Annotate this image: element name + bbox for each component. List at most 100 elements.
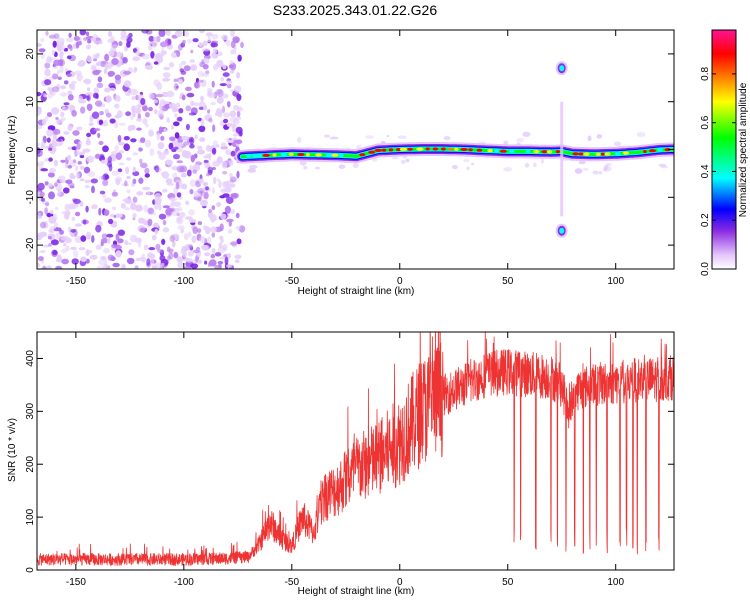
noise-speckle (76, 143, 81, 150)
noise-speckle (73, 250, 79, 258)
noise-speckle (131, 105, 136, 113)
colorbar-tick-label: 0.6 (700, 115, 711, 129)
noise-speckle (189, 138, 193, 143)
noise-speckle (167, 38, 172, 45)
noise-speckle (132, 178, 137, 184)
ridge-hotspot (454, 147, 459, 151)
noise-speckle (56, 69, 61, 75)
noise-speckle (140, 162, 148, 169)
colorbar-gradient (711, 29, 737, 270)
noise-speckle (56, 138, 62, 142)
faint-blob (578, 160, 586, 165)
noise-speckle (193, 102, 200, 107)
noise-speckle (48, 34, 56, 39)
colorbar-ticks: 0.0 0.2 0.4 0.6 0.8 (700, 67, 736, 276)
ridge-hotspot (381, 148, 387, 152)
faint-blob (470, 162, 475, 166)
noise-speckle (229, 176, 237, 183)
noise-speckle (37, 262, 41, 268)
noise-speckle (187, 250, 194, 257)
noise-speckle (95, 153, 101, 159)
noise-speckle (221, 160, 228, 169)
noise-speckle (237, 54, 242, 62)
noise-speckle (138, 177, 144, 184)
noise-speckle (91, 235, 95, 243)
noise-speckle (176, 165, 184, 173)
noise-speckle (67, 165, 73, 169)
noise-speckle (238, 131, 243, 137)
noise-speckle (75, 211, 81, 217)
noise-speckle (191, 235, 197, 243)
noise-speckle (222, 72, 230, 77)
noise-speckle (203, 104, 208, 111)
noise-speckle (76, 73, 83, 82)
noise-speckle (178, 63, 183, 70)
noise-speckle (151, 265, 158, 269)
colorbar-tick-label: 0.4 (700, 164, 711, 178)
noise-speckle (171, 200, 176, 205)
noise-speckle (83, 166, 91, 174)
noise-speckle (153, 36, 158, 42)
noise-speckle (130, 112, 134, 121)
noise-speckle (46, 265, 52, 269)
noise-speckle (229, 60, 234, 66)
noise-speckle (52, 250, 58, 256)
noise-speckle (72, 130, 80, 136)
noise-speckle (219, 195, 226, 199)
noise-speckle (136, 127, 142, 131)
noise-speckle (68, 83, 74, 89)
noise-speckle (68, 32, 72, 38)
noise-speckle (51, 49, 55, 56)
noise-speckle (163, 66, 171, 71)
ridge-hotspot (432, 147, 439, 151)
noise-speckle (52, 213, 58, 221)
noise-speckle (186, 169, 192, 177)
noise-speckle (161, 238, 166, 245)
noise-speckle (141, 30, 149, 34)
noise-speckle (171, 166, 179, 171)
figure-title: S233.2025.343.01.22.G26 (273, 2, 437, 18)
noise-speckle (52, 73, 59, 80)
x-tick-label: 100 (607, 577, 624, 588)
noise-speckle (56, 254, 62, 262)
noise-speckle (152, 211, 156, 216)
noise-speckle (109, 87, 116, 92)
noise-speckle (230, 30, 235, 38)
noise-speckle (163, 149, 170, 155)
faint-blob (338, 164, 346, 169)
noise-speckle (197, 188, 205, 194)
noise-speckle (92, 92, 99, 99)
noise-speckle (186, 92, 195, 98)
noise-speckle (140, 137, 146, 144)
noise-speckle (140, 98, 146, 105)
noise-speckle (86, 103, 93, 112)
noise-speckle (198, 125, 206, 133)
noise-speckle (123, 136, 130, 141)
noise-speckle (115, 213, 120, 219)
noise-speckle (67, 125, 73, 132)
noise-speckle (229, 241, 238, 246)
ridge-hotspot (643, 149, 647, 154)
noise-speckle (185, 86, 192, 92)
faint-blob (452, 165, 458, 170)
noise-speckle (216, 144, 220, 148)
noise-speckle (105, 95, 112, 103)
noise-speckle (75, 165, 79, 172)
noise-speckle (127, 125, 133, 132)
noise-speckle (147, 218, 153, 227)
noise-speckle (204, 260, 208, 265)
noise-speckle (55, 265, 63, 269)
noise-speckle (211, 80, 215, 88)
noise-speckle (44, 62, 51, 69)
noise-speckle (66, 55, 72, 60)
noise-speckle (73, 198, 81, 204)
noise-speckle (199, 236, 206, 243)
noise-speckle (48, 147, 53, 151)
noise-speckle (166, 117, 170, 123)
colorbar-label: Normalized spectral amplitude (738, 82, 749, 217)
noise-speckle (173, 83, 179, 91)
noise-speckle (192, 249, 201, 254)
noise-speckle (101, 175, 105, 181)
noise-speckle (47, 172, 55, 178)
